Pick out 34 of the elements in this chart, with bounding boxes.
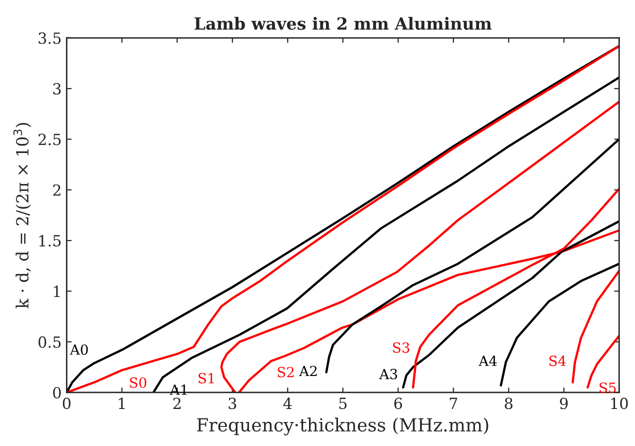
x-tick-label: 5: [339, 398, 347, 410]
y-tick-label: 3: [53, 83, 61, 95]
y-tick-label: 1.5: [39, 234, 61, 247]
x-tick-label: 10: [611, 398, 628, 410]
series-label: S4: [549, 356, 566, 366]
y-tick-label: 0: [53, 386, 61, 398]
y-tick-label: 2.5: [38, 134, 61, 146]
y-tick-label: 3.5: [38, 32, 61, 44]
x-tick-label: 6: [394, 398, 402, 410]
x-tick-label: 0: [62, 398, 71, 410]
x-tick-label: 3: [228, 398, 236, 410]
x-tick-label: 1: [118, 398, 125, 409]
y-tick-label: 0.5: [38, 336, 61, 348]
x-tick-label: 7: [450, 398, 458, 409]
series-label: S5: [600, 382, 616, 393]
series-label: A3: [379, 368, 398, 380]
x-tick-label: 9: [560, 398, 568, 410]
y-axis-title: k · d, d = 2/(2π × 10$^{3}$): [13, 123, 31, 308]
line-series: [220, 100, 620, 392]
y-tick-label: 2: [53, 184, 60, 196]
y-tick-label: 1: [54, 286, 60, 297]
line-series: [572, 270, 620, 384]
series-label: S1: [198, 372, 214, 384]
x-tick-label: 4: [283, 398, 292, 409]
series-label: S0: [130, 377, 146, 388]
x-tick-label: 2: [173, 398, 181, 409]
series-label: A4: [478, 356, 497, 366]
x-axis-title: Frequency·thickness (MHz.mm): [197, 418, 488, 436]
chart-title: Lamb waves in 2 mm Aluminum: [194, 16, 492, 30]
series-label: A2: [299, 366, 317, 376]
x-tick-label: 8: [504, 398, 512, 410]
series-label: S3: [393, 342, 410, 353]
series-label: A0: [70, 344, 88, 355]
series-label: S2: [278, 366, 294, 378]
